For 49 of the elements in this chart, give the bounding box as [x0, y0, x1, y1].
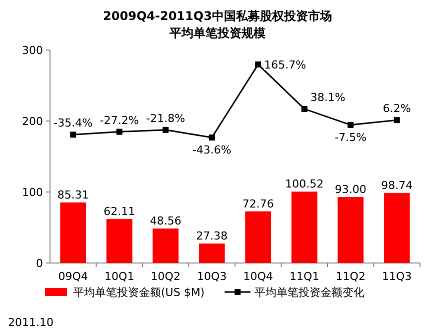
data-label: 72.76 — [242, 197, 274, 210]
bar — [106, 218, 132, 263]
data-label: -43.6% — [192, 144, 232, 157]
x-tick-label: 11Q2 — [336, 270, 366, 283]
y-tick-label: 100 — [22, 186, 43, 199]
data-label: -21.8% — [146, 112, 186, 125]
chart-subtitle: 平均单笔投资规模 — [168, 26, 266, 40]
chart-title: 2009Q4-2011Q3中国私募股权投资市场 — [103, 9, 332, 23]
y-tick-label: 200 — [22, 115, 43, 128]
bar — [384, 192, 410, 263]
point — [116, 128, 122, 135]
data-label: 27.38 — [196, 230, 228, 243]
data-label: 62.11 — [104, 204, 136, 218]
legend-label: 平均单笔投资金额变化 — [254, 286, 365, 299]
point — [348, 122, 354, 128]
y-tick-label: 300 — [22, 44, 43, 57]
bar — [198, 244, 225, 263]
x-tick-label: 09Q4 — [58, 270, 88, 283]
x-tick-label: 10Q2 — [150, 270, 180, 283]
data-label: 93.00 — [334, 182, 366, 196]
point — [70, 132, 76, 138]
point — [301, 106, 308, 112]
data-label: 98.74 — [381, 178, 413, 192]
point — [394, 117, 400, 124]
text: 2011.10 — [8, 316, 54, 329]
data-label: -27.2% — [100, 114, 139, 127]
x-tick-label: 11Q1 — [290, 270, 320, 283]
bar — [60, 202, 86, 263]
data-label: 100.52 — [285, 178, 324, 191]
bar — [152, 228, 179, 263]
x-tick-label: 11Q3 — [382, 270, 412, 283]
point — [208, 134, 215, 141]
data-label: -7.5% — [334, 130, 367, 144]
y-tick-label: 0 — [36, 257, 43, 270]
bar — [245, 211, 272, 263]
data-label: 85.31 — [57, 188, 89, 202]
x-tick-label: 10Q3 — [197, 270, 227, 283]
x-tick-label: 10Q1 — [104, 270, 134, 283]
data-label: 165.7% — [264, 58, 306, 72]
x-tick-label: 10Q4 — [243, 270, 273, 283]
data-label: 6.2% — [382, 102, 411, 116]
bar — [338, 196, 364, 263]
data-label: 48.56 — [150, 214, 182, 228]
legend-label: 平均单笔投资金额(US $M) — [73, 286, 205, 299]
data-label: 38.1% — [310, 90, 346, 104]
point — [162, 126, 169, 133]
data-label: -35.4% — [54, 116, 93, 130]
bar — [291, 192, 318, 263]
point — [255, 61, 262, 68]
